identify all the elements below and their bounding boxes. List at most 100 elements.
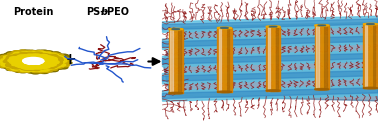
Circle shape [56, 65, 62, 67]
Circle shape [13, 67, 20, 69]
Circle shape [21, 55, 26, 57]
Polygon shape [369, 24, 372, 88]
Circle shape [0, 60, 6, 63]
Circle shape [29, 54, 35, 56]
Circle shape [36, 67, 40, 68]
Polygon shape [175, 29, 177, 93]
Circle shape [41, 66, 47, 68]
Ellipse shape [318, 25, 326, 26]
Circle shape [31, 51, 39, 54]
Circle shape [50, 58, 56, 60]
Circle shape [63, 58, 72, 61]
Circle shape [45, 68, 51, 70]
Circle shape [13, 64, 23, 67]
Circle shape [55, 56, 63, 58]
Text: b: b [101, 7, 107, 17]
Circle shape [28, 66, 34, 68]
Circle shape [64, 62, 70, 64]
Circle shape [28, 67, 36, 69]
Circle shape [56, 61, 65, 64]
Circle shape [23, 55, 33, 58]
Ellipse shape [217, 27, 232, 29]
Circle shape [55, 54, 64, 57]
Circle shape [50, 64, 57, 66]
Circle shape [21, 66, 30, 69]
Circle shape [36, 51, 45, 54]
Circle shape [12, 69, 18, 71]
Circle shape [55, 60, 62, 63]
Circle shape [29, 54, 38, 57]
Circle shape [32, 70, 39, 73]
Circle shape [52, 61, 59, 63]
Circle shape [35, 51, 40, 53]
Circle shape [55, 54, 60, 55]
Circle shape [19, 56, 25, 58]
Circle shape [13, 62, 18, 64]
Circle shape [41, 56, 49, 59]
Circle shape [57, 59, 65, 61]
Circle shape [53, 69, 57, 70]
Circle shape [23, 55, 28, 56]
Circle shape [43, 69, 52, 72]
Circle shape [46, 57, 51, 58]
Circle shape [0, 60, 6, 62]
Circle shape [6, 58, 13, 60]
Circle shape [39, 71, 45, 73]
Circle shape [53, 66, 59, 68]
Circle shape [9, 62, 16, 64]
Circle shape [43, 68, 48, 69]
Circle shape [43, 58, 51, 61]
Circle shape [38, 55, 42, 57]
Circle shape [19, 53, 25, 55]
Polygon shape [276, 27, 278, 91]
Circle shape [15, 70, 23, 72]
Circle shape [22, 67, 29, 70]
Circle shape [44, 69, 53, 72]
Circle shape [49, 62, 53, 64]
Circle shape [31, 67, 36, 69]
Polygon shape [163, 51, 378, 67]
Polygon shape [365, 24, 367, 88]
Circle shape [15, 65, 21, 67]
Circle shape [5, 59, 15, 62]
Circle shape [38, 51, 45, 53]
Circle shape [38, 54, 45, 56]
Polygon shape [272, 27, 274, 91]
Circle shape [3, 60, 9, 61]
Circle shape [12, 64, 17, 66]
Circle shape [43, 66, 49, 68]
Circle shape [26, 51, 33, 53]
Circle shape [19, 52, 25, 54]
Circle shape [58, 58, 65, 60]
Circle shape [64, 63, 69, 64]
Circle shape [40, 71, 49, 74]
Circle shape [41, 52, 46, 54]
Circle shape [15, 57, 21, 59]
Circle shape [41, 65, 50, 67]
Circle shape [34, 67, 40, 69]
Circle shape [15, 56, 20, 58]
Circle shape [64, 61, 69, 63]
Circle shape [35, 50, 44, 53]
Polygon shape [223, 28, 226, 92]
Circle shape [7, 55, 17, 58]
Circle shape [39, 66, 46, 69]
Circle shape [17, 65, 27, 68]
Circle shape [61, 65, 65, 67]
Circle shape [64, 63, 69, 65]
Circle shape [50, 57, 60, 60]
Polygon shape [363, 24, 378, 88]
Circle shape [34, 69, 40, 71]
Circle shape [16, 70, 22, 72]
Circle shape [10, 58, 17, 60]
Circle shape [47, 53, 56, 56]
Circle shape [22, 65, 28, 67]
Circle shape [64, 59, 71, 61]
Circle shape [31, 54, 40, 57]
Circle shape [45, 68, 51, 70]
Circle shape [34, 66, 39, 67]
Circle shape [54, 53, 60, 55]
Circle shape [33, 70, 41, 73]
Circle shape [49, 53, 54, 55]
Circle shape [61, 57, 68, 59]
